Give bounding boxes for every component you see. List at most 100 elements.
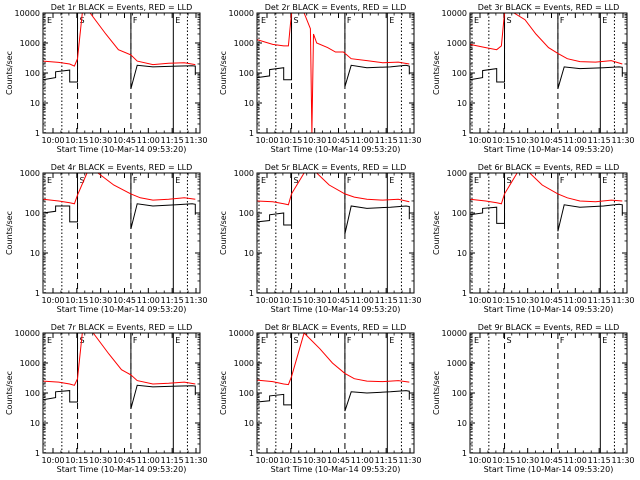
marker-label: F — [133, 336, 138, 345]
chart-title: Det 3r BLACK = Events, RED = LLD — [478, 3, 620, 12]
plot-frame — [256, 332, 415, 454]
series-line-events — [256, 12, 410, 87]
x-tick-label: 10:45 — [327, 456, 350, 465]
x-tick-label: 10:45 — [113, 456, 136, 465]
x-tick-label: 11:30 — [398, 136, 421, 145]
y-tick-label: 100 — [25, 209, 40, 218]
y-tick-label: 10000 — [15, 9, 40, 18]
series-line-events — [42, 12, 196, 89]
x-tick-label: 10:00 — [468, 136, 491, 145]
chart-title: Det 8r BLACK = Events, RED = LLD — [265, 323, 407, 332]
marker-label: E — [389, 176, 394, 185]
y-tick-label: 100 — [239, 69, 254, 78]
x-tick-label: 11:15 — [375, 456, 398, 465]
y-axis-label: Counts/sec — [432, 51, 441, 95]
x-tick-label: 10:15 — [279, 136, 302, 145]
chart-title: Det 2r BLACK = Events, RED = LLD — [265, 3, 407, 12]
x-tick-label: 10:30 — [89, 136, 112, 145]
marker-label: F — [560, 16, 565, 25]
y-tick-label: 1 — [249, 289, 254, 298]
y-tick-label: 1 — [462, 129, 467, 138]
x-tick-label: 10:30 — [303, 296, 326, 305]
x-tick-label: 10:45 — [540, 296, 563, 305]
y-tick-label: 10 — [30, 99, 40, 108]
chart-title: Det 4r BLACK = Events, RED = LLD — [51, 163, 193, 172]
x-tick-label: 11:15 — [588, 296, 611, 305]
marker-label: E — [261, 176, 266, 185]
marker-label: S — [294, 176, 299, 185]
chart-title: Det 1r BLACK = Events, RED = LLD — [51, 3, 193, 12]
y-tick-label: 10000 — [442, 329, 467, 338]
marker-label: E — [602, 16, 607, 25]
y-tick-label: 10 — [244, 249, 254, 258]
series-line-lld — [256, 332, 410, 386]
series-line-lld — [42, 332, 196, 386]
y-tick-label: 100 — [25, 69, 40, 78]
marker-label: E — [389, 336, 394, 345]
x-axis-label: Start Time (10-Mar-14 09:53:20) — [484, 145, 614, 154]
x-tick-label: 10:00 — [41, 456, 64, 465]
y-tick-label: 100 — [25, 389, 40, 398]
y-tick-label: 1 — [35, 449, 40, 458]
y-axis-label: Counts/sec — [219, 211, 228, 255]
marker-label: S — [507, 16, 512, 25]
chart-panel-9: Det 9r BLACK = Events, RED = LLD Counts/s… — [432, 323, 635, 474]
marker-label: S — [80, 336, 85, 345]
x-tick-label: 11:00 — [137, 296, 160, 305]
x-tick-label: 10:15 — [492, 136, 515, 145]
y-tick-label: 1 — [462, 449, 467, 458]
x-tick-label: 11:00 — [351, 296, 374, 305]
y-tick-label: 1000 — [20, 359, 40, 368]
x-tick-label: 11:30 — [611, 136, 634, 145]
y-tick-label: 10000 — [229, 329, 254, 338]
x-tick-label: 11:00 — [564, 296, 587, 305]
series-line-lld — [42, 12, 196, 67]
x-tick-label: 11:30 — [184, 456, 207, 465]
x-tick-label: 11:30 — [398, 456, 421, 465]
series-line-events — [42, 332, 196, 409]
chart-panel-6: Det 6r BLACK = Events, RED = LLD Counts/s… — [432, 163, 635, 314]
x-tick-label: 11:15 — [375, 136, 398, 145]
series-line-lld — [469, 12, 623, 65]
x-tick-label: 11:30 — [184, 136, 207, 145]
x-axis-label: Start Time (10-Mar-14 09:53:20) — [484, 465, 614, 474]
plot-frame — [42, 12, 201, 134]
y-tick-label: 1 — [35, 129, 40, 138]
x-tick-label: 11:15 — [375, 296, 398, 305]
y-tick-label: 10 — [30, 249, 40, 258]
y-tick-label: 1000 — [447, 169, 467, 178]
x-tick-label: 11:15 — [588, 136, 611, 145]
x-axis-label: Start Time (10-Mar-14 09:53:20) — [57, 145, 187, 154]
x-tick-label: 10:15 — [65, 136, 88, 145]
y-axis-label: Counts/sec — [432, 371, 441, 415]
x-tick-label: 11:00 — [351, 456, 374, 465]
chart-title: Det 9r BLACK = Events, RED = LLD — [478, 323, 620, 332]
series-line-events — [42, 172, 196, 230]
y-tick-label: 10 — [244, 99, 254, 108]
x-tick-label: 10:30 — [89, 296, 112, 305]
y-tick-label: 10 — [457, 419, 467, 428]
x-tick-label: 11:15 — [161, 296, 184, 305]
x-tick-label: 10:45 — [327, 296, 350, 305]
marker-label: E — [47, 176, 52, 185]
y-axis-label: Counts/sec — [5, 51, 14, 95]
x-tick-label: 11:30 — [184, 296, 207, 305]
marker-label: E — [261, 336, 266, 345]
x-tick-label: 10:15 — [65, 456, 88, 465]
x-tick-label: 10:00 — [255, 296, 278, 305]
y-tick-label: 1 — [249, 129, 254, 138]
x-axis-label: Start Time (10-Mar-14 09:53:20) — [484, 305, 614, 314]
y-tick-label: 100 — [452, 69, 467, 78]
plot-frame — [256, 172, 415, 294]
y-tick-label: 1 — [462, 289, 467, 298]
chart-panel-8: Det 8r BLACK = Events, RED = LLD Counts/s… — [219, 323, 422, 474]
marker-label: E — [474, 176, 479, 185]
x-tick-label: 10:00 — [41, 136, 64, 145]
x-tick-label: 10:45 — [113, 296, 136, 305]
plot-frame — [256, 12, 415, 134]
x-tick-label: 10:30 — [516, 456, 539, 465]
plot-frame — [42, 172, 201, 294]
plot-frame — [42, 332, 201, 454]
x-tick-label: 10:15 — [492, 456, 515, 465]
